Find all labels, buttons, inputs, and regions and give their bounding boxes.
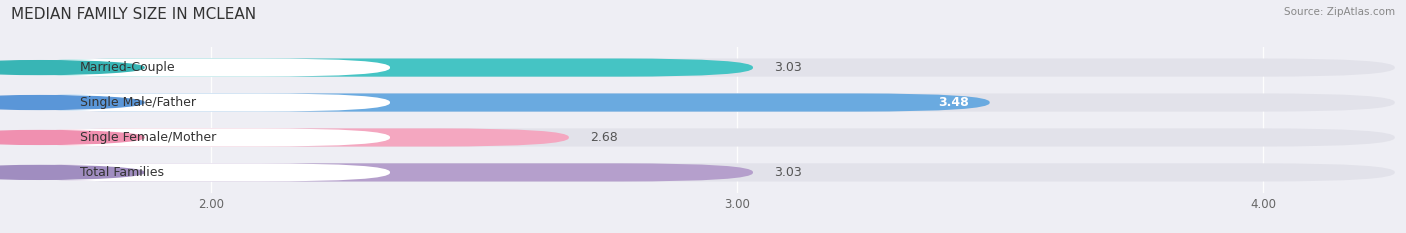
Text: 3.48: 3.48 [938,96,969,109]
Text: Total Families: Total Families [80,166,163,179]
FancyBboxPatch shape [11,128,1395,147]
FancyBboxPatch shape [11,58,754,77]
FancyBboxPatch shape [11,128,389,147]
FancyBboxPatch shape [11,128,569,147]
Circle shape [0,130,145,144]
FancyBboxPatch shape [11,93,389,112]
Text: Single Female/Mother: Single Female/Mother [80,131,217,144]
FancyBboxPatch shape [11,58,1395,77]
FancyBboxPatch shape [11,58,389,77]
FancyBboxPatch shape [11,163,389,182]
Circle shape [0,96,145,110]
Text: Source: ZipAtlas.com: Source: ZipAtlas.com [1284,7,1395,17]
Text: 3.03: 3.03 [775,166,801,179]
Circle shape [0,165,145,179]
Text: MEDIAN FAMILY SIZE IN MCLEAN: MEDIAN FAMILY SIZE IN MCLEAN [11,7,256,22]
Circle shape [0,61,145,75]
FancyBboxPatch shape [11,93,990,112]
Text: Married-Couple: Married-Couple [80,61,176,74]
FancyBboxPatch shape [11,93,1395,112]
FancyBboxPatch shape [11,163,1395,182]
Text: 3.03: 3.03 [775,61,801,74]
Text: Single Male/Father: Single Male/Father [80,96,195,109]
Text: 2.68: 2.68 [591,131,617,144]
FancyBboxPatch shape [11,163,754,182]
